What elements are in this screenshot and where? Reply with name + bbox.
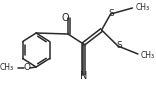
Text: O: O: [61, 13, 69, 23]
Text: O: O: [24, 64, 31, 72]
Text: N: N: [80, 71, 87, 81]
Text: CH₃: CH₃: [135, 3, 149, 11]
Text: S: S: [116, 41, 122, 50]
Text: S: S: [109, 9, 115, 19]
Text: CH₃: CH₃: [141, 50, 155, 60]
Text: CH₃: CH₃: [0, 64, 14, 72]
